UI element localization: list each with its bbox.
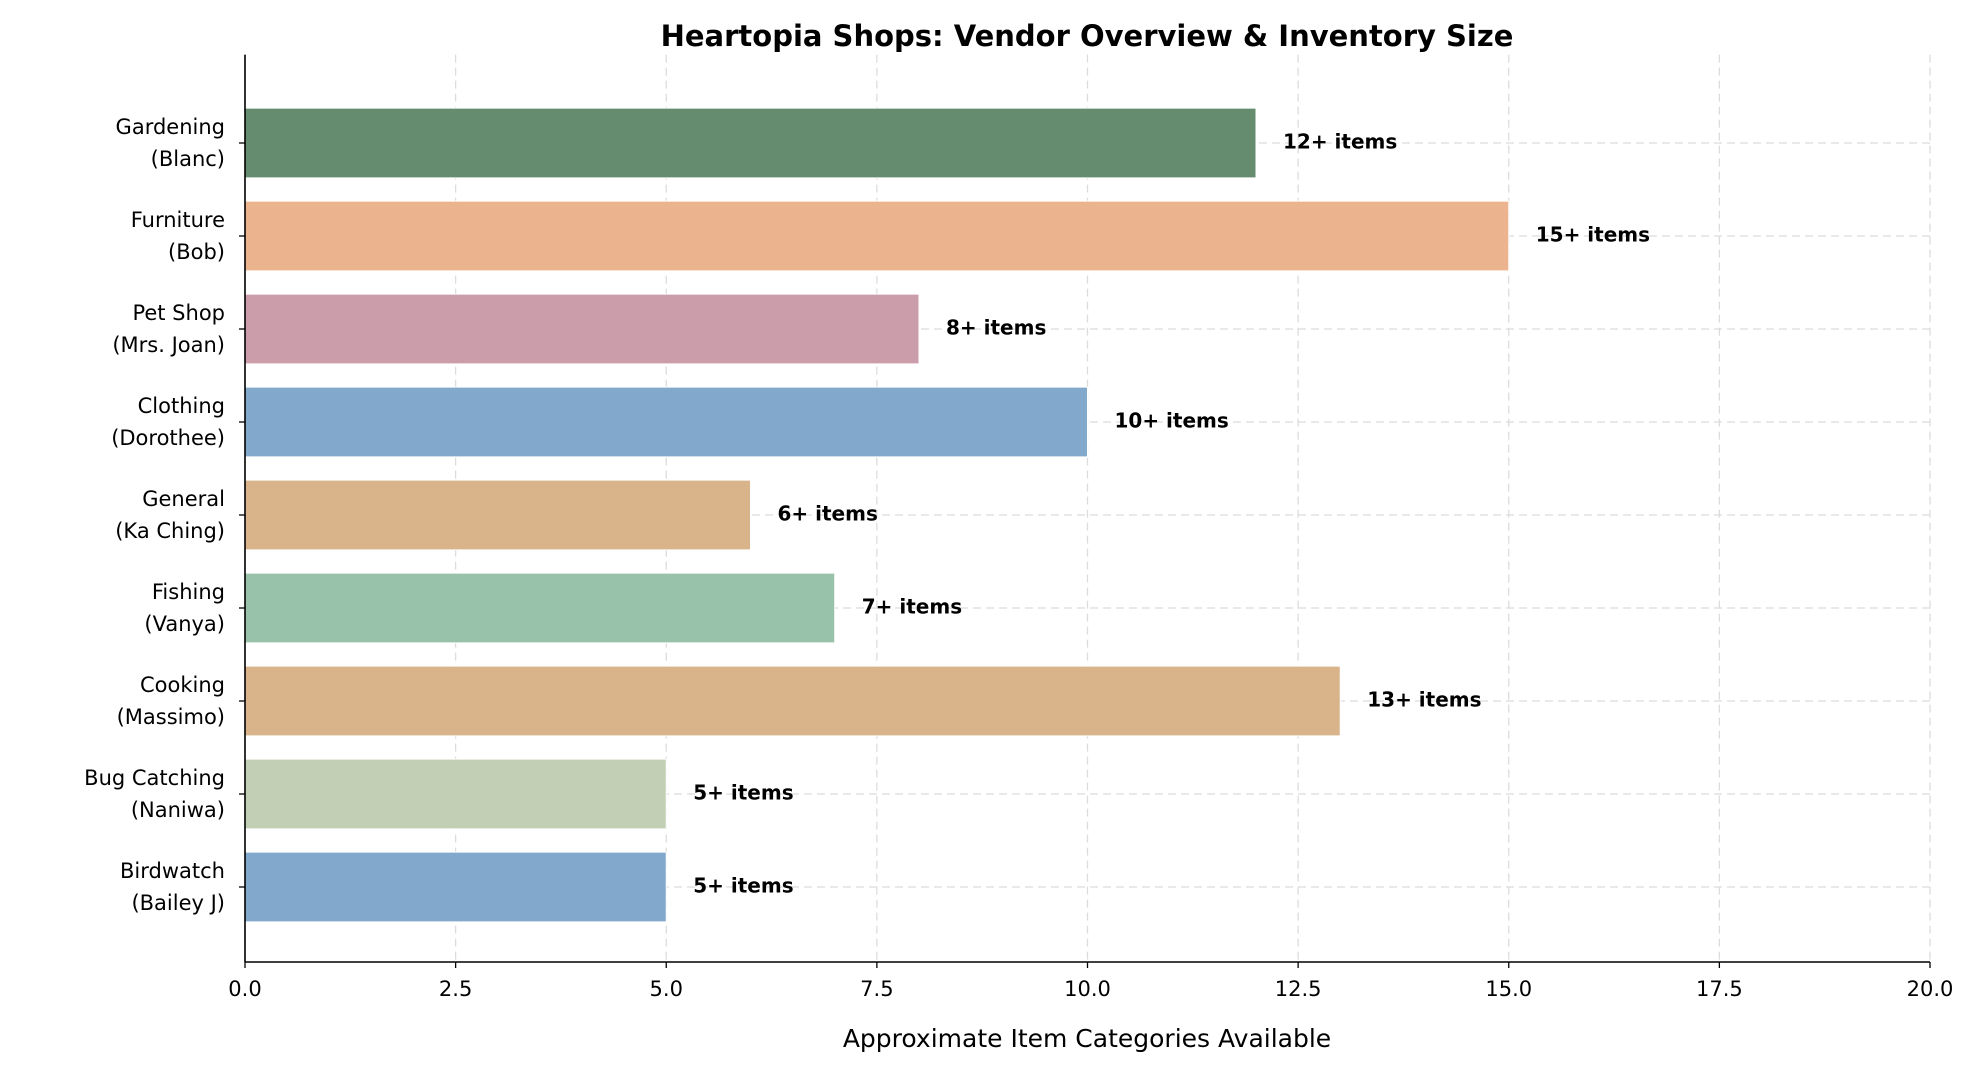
bar xyxy=(244,758,667,830)
x-tick-label: 10.0 xyxy=(1064,977,1111,1001)
bar xyxy=(244,107,1257,179)
x-tick-label: 7.5 xyxy=(860,977,893,1001)
y-tick-label: Furniture (Bob) xyxy=(131,208,225,264)
value-label: 15+ items xyxy=(1536,223,1650,247)
value-label: 13+ items xyxy=(1367,688,1481,712)
x-tick-label: 0.0 xyxy=(228,977,261,1001)
bar xyxy=(244,386,1088,458)
bar xyxy=(244,200,1510,272)
bar xyxy=(244,293,920,365)
y-tick-label: Fishing (Vanya) xyxy=(144,580,225,636)
value-label: 10+ items xyxy=(1115,409,1229,433)
x-tick-label: 15.0 xyxy=(1485,977,1532,1001)
x-tick-label: 20.0 xyxy=(1907,977,1954,1001)
chart-title: Heartopia Shops: Vendor Overview & Inven… xyxy=(661,19,1514,53)
x-tick-label: 5.0 xyxy=(650,977,683,1001)
y-tick-label: Pet Shop (Mrs. Joan) xyxy=(112,301,225,357)
y-tick-label: Bug Catching (Naniwa) xyxy=(84,766,225,822)
y-tick-label: Birdwatch (Bailey J) xyxy=(120,859,225,915)
y-tick-label: General (Ka Ching) xyxy=(115,487,225,543)
bar xyxy=(244,479,751,551)
value-label: 7+ items xyxy=(862,595,962,619)
value-label: 5+ items xyxy=(693,781,793,805)
value-label: 8+ items xyxy=(946,316,1046,340)
x-tick-label: 2.5 xyxy=(439,977,472,1001)
x-tick-label: 12.5 xyxy=(1275,977,1322,1001)
y-tick-label: Gardening (Blanc) xyxy=(116,115,225,171)
x-axis-label: Approximate Item Categories Available xyxy=(843,1024,1331,1053)
value-label: 6+ items xyxy=(778,502,878,526)
bar xyxy=(244,851,667,923)
bar xyxy=(244,572,836,644)
y-tick-label: Clothing (Dorothee) xyxy=(111,394,225,450)
value-label: 5+ items xyxy=(693,874,793,898)
value-label: 12+ items xyxy=(1283,130,1397,154)
x-tick-label: 17.5 xyxy=(1696,977,1743,1001)
bar xyxy=(244,665,1341,737)
y-tick-label: Cooking (Massimo) xyxy=(117,673,225,729)
